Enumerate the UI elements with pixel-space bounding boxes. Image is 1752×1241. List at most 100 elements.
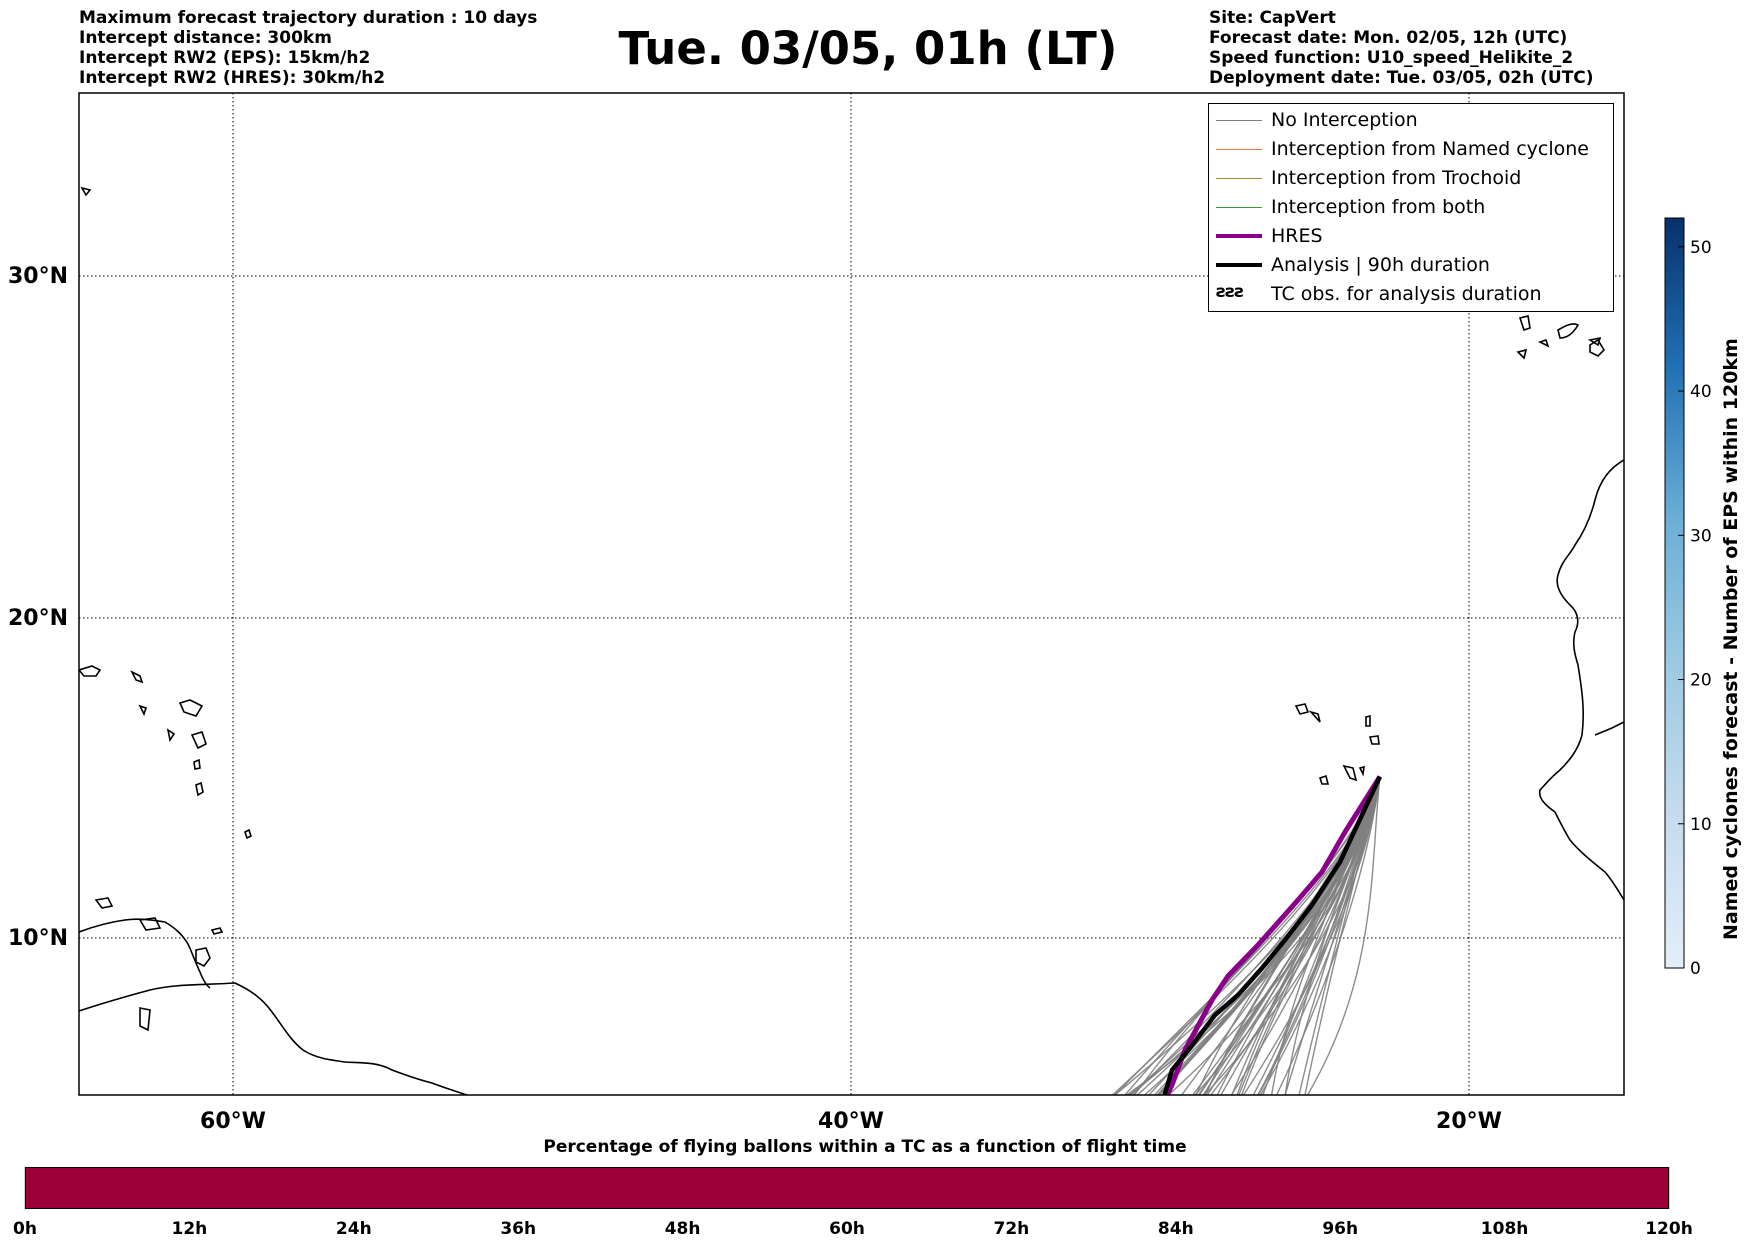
intercept-hres-text: Intercept RW2 (HRES): 30km/h2 — [79, 68, 386, 88]
tc-bar-tick-label: 0h — [13, 1219, 37, 1239]
ensemble-trajectory — [1133, 776, 1381, 1095]
legend-label: Interception from Named cyclone — [1271, 138, 1589, 160]
legend-item-6: ƨƨƨ TC obs. for analysis duration — [1209, 280, 1613, 309]
ensemble-trajectory — [1275, 776, 1381, 1095]
tc-bar-tick-label: 48h — [665, 1219, 701, 1239]
island-capeverde-sao-vicente — [1308, 710, 1321, 723]
tc-bar-tick-label: 12h — [172, 1219, 208, 1239]
island-capeverde-boavista — [1368, 735, 1380, 745]
legend-label: Interception from both — [1271, 196, 1486, 218]
legend-item-3: Interception from both — [1209, 193, 1613, 222]
island-barbados — [244, 828, 252, 840]
legend-swatch — [1216, 234, 1262, 238]
legend-item-5: Analysis | 90h duration — [1209, 251, 1613, 280]
island-dominica — [193, 758, 201, 770]
analysis-trajectory — [1162, 775, 1382, 1095]
coast-africa — [1538, 459, 1624, 901]
island-antigua — [178, 699, 204, 717]
island-capeverde-fogo — [1318, 774, 1330, 785]
island-guadeloupe — [190, 731, 207, 750]
tc-bar-tick-label: 120h — [1645, 1219, 1693, 1239]
legend-label: Interception from Trochoid — [1271, 167, 1522, 189]
map-frame — [78, 92, 1625, 1096]
island-canary-1 — [1518, 315, 1531, 332]
legend-swatch — [1216, 178, 1262, 179]
ensemble-trajectory — [1131, 776, 1381, 1095]
coastlines — [79, 186, 1624, 1095]
island-puerto-rico — [79, 665, 102, 677]
colorbar-label: Named cyclones forecast - Number of EPS … — [1720, 338, 1742, 940]
island-small-1 — [138, 704, 148, 717]
colorbar-tick-label: 0 — [1690, 959, 1701, 979]
coast-south-america — [79, 982, 468, 1095]
intercept-eps-text: Intercept RW2 (EPS): 15km/h2 — [79, 48, 371, 68]
colorbar-gradient — [1664, 217, 1685, 969]
island-stvincent — [138, 917, 162, 931]
legend-label: TC obs. for analysis duration — [1271, 283, 1542, 305]
colorbar-tick-label: 10 — [1690, 815, 1712, 835]
ensemble-trajectory — [1284, 776, 1381, 1095]
ensemble-trajectory — [1111, 776, 1381, 1095]
lat-label-30n: 30°N — [8, 264, 68, 289]
island-tobago — [210, 927, 224, 935]
lon-label-60w: 60°W — [200, 1109, 266, 1134]
forecast-date-text: Forecast date: Mon. 02/05, 12h (UTC) — [1209, 28, 1568, 48]
island-capeverde-santiago — [1342, 764, 1358, 782]
tc-bar-tick-label: 36h — [500, 1219, 536, 1239]
island-martinique — [195, 781, 204, 797]
tc-bar-tick-label: 24h — [336, 1219, 372, 1239]
tc-percentage-bar — [25, 1167, 1669, 1209]
tc-bar-title: Percentage of flying ballons within a TC… — [543, 1137, 1187, 1157]
coast-africa-inlets — [1594, 721, 1624, 736]
trajectories — [1111, 775, 1383, 1095]
tc-symbol-icon: ƨƨƨ — [1216, 282, 1244, 302]
tc-bar-tick-label: 96h — [1322, 1219, 1358, 1239]
intercept-distance-text: Intercept distance: 300km — [79, 28, 332, 48]
colorbar-tick-label: 20 — [1690, 671, 1712, 691]
site-text: Site: CapVert — [1209, 8, 1336, 28]
legend-swatch — [1216, 120, 1262, 121]
site-info: Site: CapVert Forecast date: Mon. 02/05,… — [1209, 8, 1594, 88]
ensemble-trajectory — [1113, 776, 1381, 1095]
legend-swatch — [1216, 207, 1262, 208]
ensemble-trajectory — [1306, 776, 1381, 1095]
lat-label-20n: 20°N — [8, 606, 68, 631]
ensemble-trajectory — [1180, 776, 1381, 1095]
island-trinidad — [195, 947, 211, 968]
legend-label: No Interception — [1271, 109, 1418, 131]
island-capeverde-santo-antao — [1294, 703, 1310, 715]
hres-trajectory — [1164, 775, 1383, 1095]
lon-label-20w: 20°W — [1436, 1109, 1502, 1134]
tc-bar-tick-label: 84h — [1158, 1219, 1194, 1239]
island-capeverde-sal — [1365, 714, 1371, 727]
legend-label: HRES — [1271, 225, 1323, 247]
legend-item-2: Interception from Trochoid — [1209, 164, 1613, 193]
legend-label: Analysis | 90h duration — [1271, 254, 1490, 276]
colorbar: 0 10 20 30 40 50 — [1664, 217, 1712, 979]
lon-label-40w: 40°W — [818, 1109, 884, 1134]
colorbar-tick-label: 50 — [1690, 238, 1712, 258]
ensemble-trajectory — [1113, 776, 1381, 1095]
legend-item-4: HRES — [1209, 222, 1613, 251]
island-capeverde-brava — [1358, 765, 1365, 777]
ensemble-trajectory — [1257, 776, 1381, 1095]
lat-label-10n: 10°N — [8, 926, 68, 951]
island-madeira — [1587, 336, 1602, 347]
legend: No Interception Interception from Named c… — [1208, 103, 1614, 312]
legend-swatch — [1216, 149, 1262, 150]
max-duration-text: Maximum forecast trajectory duration : 1… — [79, 8, 538, 28]
island-canary-3 — [1589, 338, 1606, 357]
island-canary-5 — [1516, 348, 1528, 360]
colorbar-ticks: 0 10 20 30 40 50 — [1678, 238, 1712, 979]
colorbar-tick-label: 40 — [1690, 382, 1712, 402]
deployment-date-text: Deployment date: Tue. 03/05, 02h (UTC) — [1209, 68, 1594, 88]
map-gridlines — [79, 93, 1624, 1095]
speed-function-text: Speed function: U10_speed_Helikite_2 — [1209, 48, 1574, 68]
island-margarita — [139, 1007, 151, 1032]
island-small-2 — [166, 728, 176, 743]
ensemble-trajectory — [1252, 776, 1381, 1095]
tc-bar-tick-label: 108h — [1481, 1219, 1529, 1239]
island-canary-2 — [1557, 323, 1580, 339]
legend-item-0: No Interception — [1209, 106, 1613, 135]
island-canary-4 — [1537, 338, 1550, 348]
